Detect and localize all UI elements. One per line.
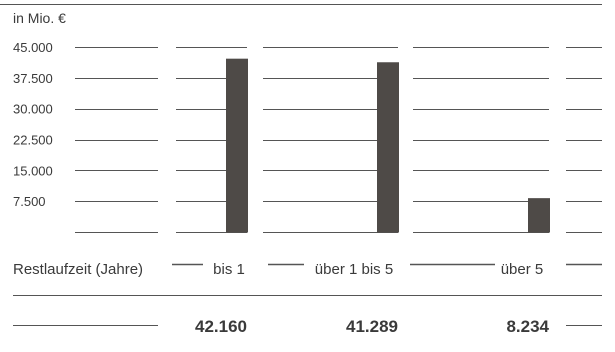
y-axis-tick-labels: 45.000 37.500 30.000 22.500 15.000 7.500	[13, 40, 53, 209]
category-label: bis 1	[213, 261, 245, 278]
y-tick-label: 22.500	[13, 133, 53, 148]
value-label: 41.289	[346, 317, 398, 336]
value-label: 42.160	[195, 317, 247, 336]
value-row: 42.160 41.289 8.234	[13, 317, 602, 336]
y-tick-label: 45.000	[13, 40, 53, 55]
y-tick-label: 15.000	[13, 163, 53, 178]
bar	[226, 58, 248, 233]
bar	[377, 62, 399, 233]
category-row: Restlaufzeit (Jahre) bis 1 über 1 bis 5 üb…	[13, 261, 602, 296]
bars	[226, 58, 550, 233]
category-label: über 5	[501, 261, 544, 278]
category-label: über 1 bis 5	[315, 261, 393, 278]
unit-label: in Mio. €	[13, 10, 66, 26]
gridlines	[0, 4, 602, 233]
category-axis-label: Restlaufzeit (Jahre)	[13, 261, 143, 278]
y-tick-label: 30.000	[13, 102, 53, 117]
y-tick-label: 7.500	[13, 194, 46, 209]
y-tick-label: 37.500	[13, 71, 53, 86]
bar	[528, 198, 550, 233]
value-label: 8.234	[506, 317, 549, 336]
